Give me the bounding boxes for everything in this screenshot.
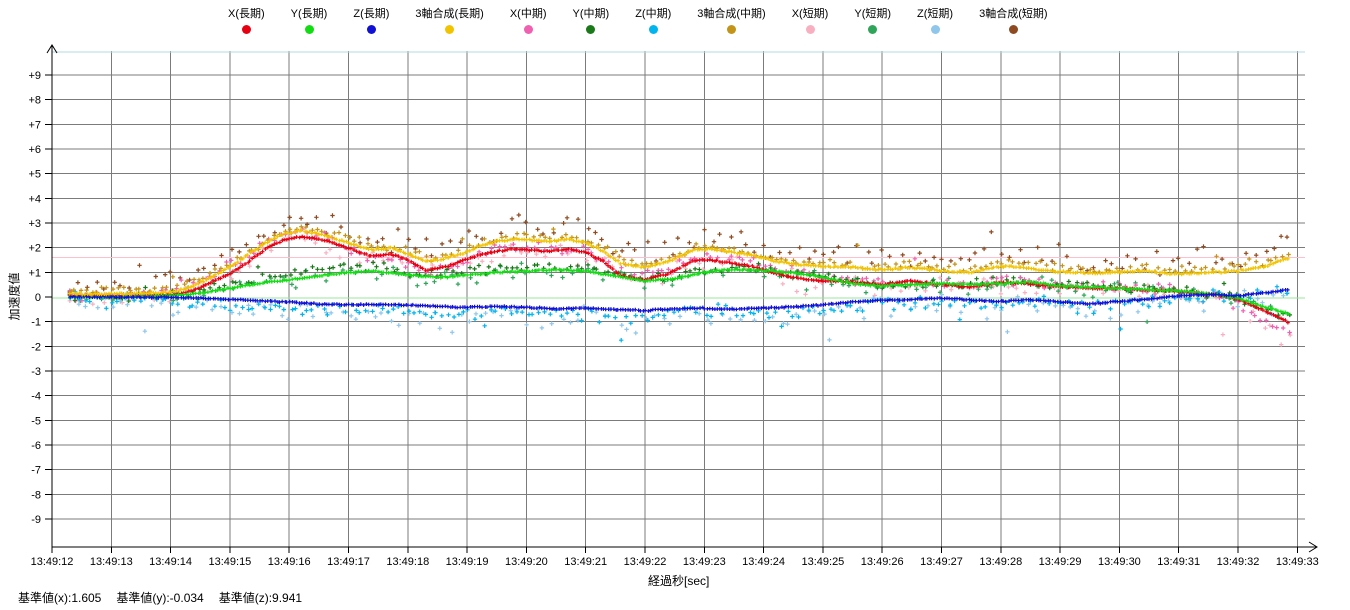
- y-tick-label: +3: [28, 218, 41, 230]
- grid-lines: [52, 51, 1305, 547]
- legend-dot-icon: [726, 25, 736, 34]
- y-tick-label: +4: [28, 193, 41, 205]
- legend-item-6: Y(中期): [572, 8, 610, 34]
- series-Z(中期): [68, 284, 1290, 343]
- legend-label: 3軸合成(長期): [415, 8, 484, 20]
- legend-dot-icon: [930, 25, 940, 34]
- legend-item-12: 3軸合成(短期): [979, 8, 1048, 34]
- legend-label: X(長期): [228, 8, 265, 20]
- x-tick-label: 13:49:13: [90, 556, 133, 568]
- x-tick-label: 13:49:24: [742, 556, 785, 568]
- reference-value-x: 基準値(x):1.605: [18, 591, 102, 605]
- legend-dot-icon: [805, 25, 815, 34]
- legend-dot-icon: [523, 25, 533, 34]
- reference-value-y: 基準値(y):-0.034: [116, 591, 204, 605]
- x-tick-label: 13:49:30: [1098, 556, 1141, 568]
- legend-dot-icon: [1008, 25, 1018, 34]
- legend-label: Z(短期): [917, 8, 954, 20]
- y-tick-label: 0: [35, 292, 41, 304]
- legend-dot-icon: [648, 25, 658, 34]
- legend-label: X(短期): [791, 8, 829, 20]
- x-tick-label: 13:49:28: [979, 556, 1022, 568]
- legend-item-11: Z(短期): [917, 8, 953, 34]
- series-layer: [67, 212, 1293, 347]
- legend-dot-icon: [586, 25, 596, 34]
- legend-label: Z(長期): [353, 8, 390, 20]
- legend-label: 3軸合成(短期): [979, 8, 1048, 20]
- x-tick-label: 13:49:31: [1157, 556, 1200, 568]
- chart-legend: X(長期) Y(長期) Z(長期) 3軸合成(長期) X(中期) Y(中期) Z(中期) 3軸…: [228, 8, 1048, 34]
- legend-dot-icon: [366, 25, 376, 34]
- y-tick-label: +9: [28, 70, 41, 82]
- x-tick-label: 13:49:27: [920, 556, 963, 568]
- legend-label: Z(中期): [635, 8, 672, 20]
- x-tick-label: 13:49:12: [31, 556, 74, 568]
- legend-item-9: X(短期): [791, 8, 829, 34]
- x-axis-title: 経過秒[sec]: [648, 574, 710, 588]
- legend-dot-icon: [304, 25, 314, 34]
- x-tick-label: 13:49:17: [327, 556, 370, 568]
- legend-label: Y(中期): [572, 8, 610, 20]
- series-Z(短期): [67, 288, 1290, 343]
- legend-item-1: X(長期): [228, 8, 265, 34]
- y-tick-label: -8: [31, 489, 41, 501]
- legend-item-8: 3軸合成(中期): [697, 8, 766, 34]
- axes: [45, 44, 1318, 553]
- y-tick-label: +5: [28, 169, 41, 181]
- tick-labels: +9 +8 +7 +6 +5 +4 +3 +2 +1 0 -1 -2 -3 -4 -5 -6 -7 -8 -9 13:…: [28, 70, 1318, 568]
- x-tick-label: 13:49:23: [683, 556, 726, 568]
- series-3軸合成(長期): [67, 228, 1290, 297]
- y-tick-label: +1: [28, 267, 41, 279]
- x-tick-label: 13:49:18: [386, 556, 429, 568]
- y-tick-label: -2: [31, 341, 41, 353]
- x-tick-label: 13:49:21: [564, 556, 607, 568]
- legend-label: Y(短期): [854, 8, 892, 20]
- x-tick-label: 13:49:26: [861, 556, 904, 568]
- x-tick-label: 13:49:16: [268, 556, 311, 568]
- legend-item-10: Y(短期): [854, 8, 891, 34]
- y-tick-label: -6: [31, 440, 41, 452]
- legend-label: 3軸合成(中期): [697, 8, 766, 20]
- legend-dot-icon: [241, 25, 251, 34]
- reference-value-z: 基準値(z):9.941: [218, 591, 303, 605]
- x-tick-label: 13:49:14: [149, 556, 192, 568]
- x-tick-label: 13:49:15: [208, 556, 251, 568]
- y-tick-label: -1: [31, 317, 41, 329]
- legend-dot-icon: [445, 25, 455, 34]
- y-tick-label: +6: [28, 144, 41, 156]
- legend-item-4: 3軸合成(長期): [415, 8, 484, 34]
- legend-dot-icon: [868, 25, 878, 34]
- x-tick-label: 13:49:29: [1039, 556, 1082, 568]
- y-tick-label: +7: [28, 119, 41, 131]
- y-tick-label: -3: [31, 366, 41, 378]
- x-tick-label: 13:49:33: [1276, 556, 1319, 568]
- legend-item-5: X(中期): [510, 8, 547, 34]
- legend-label: Y(長期): [290, 8, 328, 20]
- y-tick-label: +2: [28, 243, 41, 255]
- legend-item-2: Y(長期): [290, 8, 328, 34]
- y-tick-label: -4: [31, 391, 41, 403]
- y-axis-title: 加速度値: [7, 272, 22, 321]
- series-Z(長期): [68, 288, 1290, 313]
- x-tick-label: 13:49:22: [624, 556, 667, 568]
- y-tick-label: -9: [31, 514, 41, 526]
- reference-values: 基準値(x):1.605 基準値(y):-0.034 基準値(z):9.941: [18, 589, 302, 606]
- legend-item-7: Z(中期): [635, 8, 671, 34]
- x-tick-label: 13:49:32: [1217, 556, 1260, 568]
- legend-label: X(中期): [509, 8, 547, 20]
- y-tick-label: -5: [31, 415, 41, 427]
- legend-item-3: Z(長期): [353, 8, 389, 34]
- x-tick-label: 13:49:19: [446, 556, 489, 568]
- x-tick-label: 13:49:25: [801, 556, 844, 568]
- y-tick-label: +8: [28, 95, 41, 107]
- y-tick-label: -7: [31, 465, 41, 477]
- x-tick-label: 13:49:20: [505, 556, 548, 568]
